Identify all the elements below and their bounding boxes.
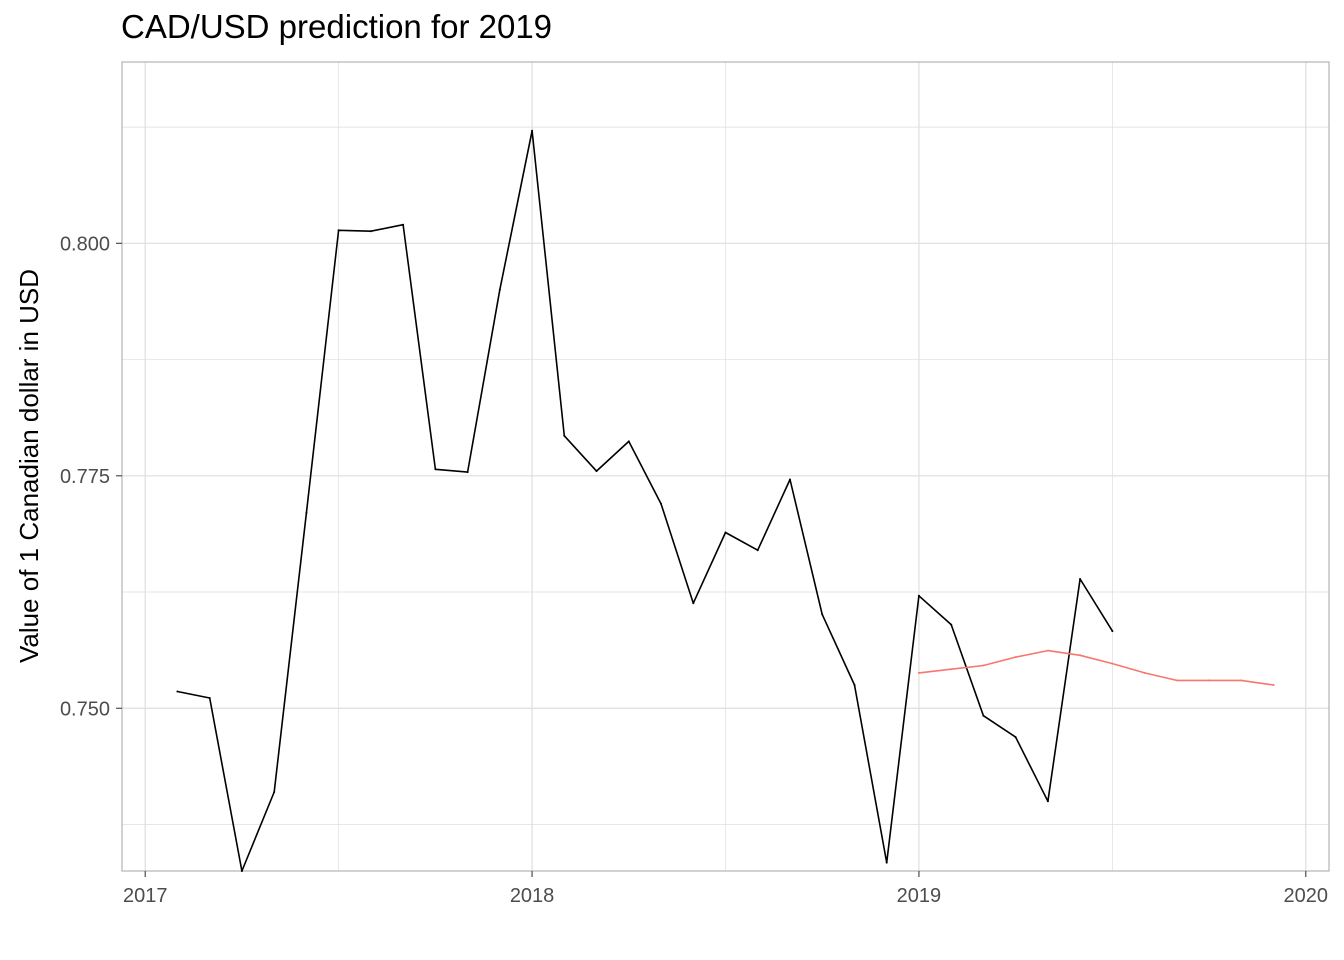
actual-data-point (595, 470, 598, 473)
y-axis-title: Value of 1 Canadian dollar in USD (14, 269, 44, 663)
actual-data-point (1014, 736, 1017, 739)
series-layer (176, 129, 1275, 872)
forecast-data-point (1014, 656, 1017, 659)
actual-data-point (369, 230, 372, 233)
actual-data-point (1079, 578, 1082, 580)
y-tick-label: 0.800 (60, 233, 110, 255)
actual-data-point (498, 288, 501, 291)
actual-data-point (982, 714, 985, 717)
actual-data-point (660, 502, 662, 505)
actual-data-point (821, 613, 824, 616)
actual-data-point (950, 623, 953, 626)
panel-border (121, 61, 1330, 872)
actual-data-point (724, 531, 727, 534)
actual-data-point (402, 223, 405, 226)
actual-data-point (1046, 800, 1049, 803)
actual-data-point (176, 690, 179, 693)
forecast-data-point (1272, 684, 1275, 686)
y-axis-ticks: 0.750 0.775 0.800 (60, 233, 122, 720)
actual-data-point (789, 478, 791, 481)
x-tick-label: 2020 (1284, 885, 1329, 907)
actual-data-point (305, 512, 308, 514)
actual-data-point (434, 468, 437, 471)
actual-data-point (466, 471, 469, 474)
actual-data-point (853, 684, 856, 686)
actual-data-point (273, 791, 276, 793)
y-tick-label: 0.775 (60, 466, 110, 488)
actual-data-point (240, 870, 243, 872)
forecast-data-point (1046, 649, 1049, 652)
x-axis-ticks: 2017 2018 2019 2020 (123, 871, 1328, 907)
chart-title: CAD/USD prediction for 2019 (121, 8, 553, 45)
actual-data-point (563, 434, 566, 437)
forecast-data-point (1143, 671, 1146, 674)
actual-series-line (177, 130, 1114, 872)
forecast-data-point (917, 671, 920, 674)
actual-data-point (917, 594, 920, 597)
x-tick-label: 2018 (510, 885, 555, 907)
forecast-data-point (1111, 662, 1114, 665)
x-tick-label: 2017 (123, 885, 168, 907)
forecast-series-line (918, 649, 1274, 686)
actual-data-point (692, 602, 695, 605)
forecast-data-point (1208, 679, 1211, 682)
actual-data-point (1111, 630, 1114, 633)
actual-data-point (756, 549, 759, 552)
x-tick-label: 2019 (897, 885, 942, 907)
actual-data-point (531, 129, 534, 132)
actual-data-point (208, 697, 211, 699)
forecast-data-point (950, 668, 953, 671)
y-tick-label: 0.750 (60, 698, 110, 720)
forecast-data-point (1240, 679, 1243, 682)
forecast-data-point (1175, 679, 1178, 682)
actual-data-point (627, 440, 630, 443)
actual-data-point (337, 229, 340, 232)
major-gridlines (122, 62, 1329, 871)
forecast-data-point (982, 664, 985, 667)
forecast-data-point (1079, 654, 1082, 657)
actual-data-point (885, 861, 888, 864)
